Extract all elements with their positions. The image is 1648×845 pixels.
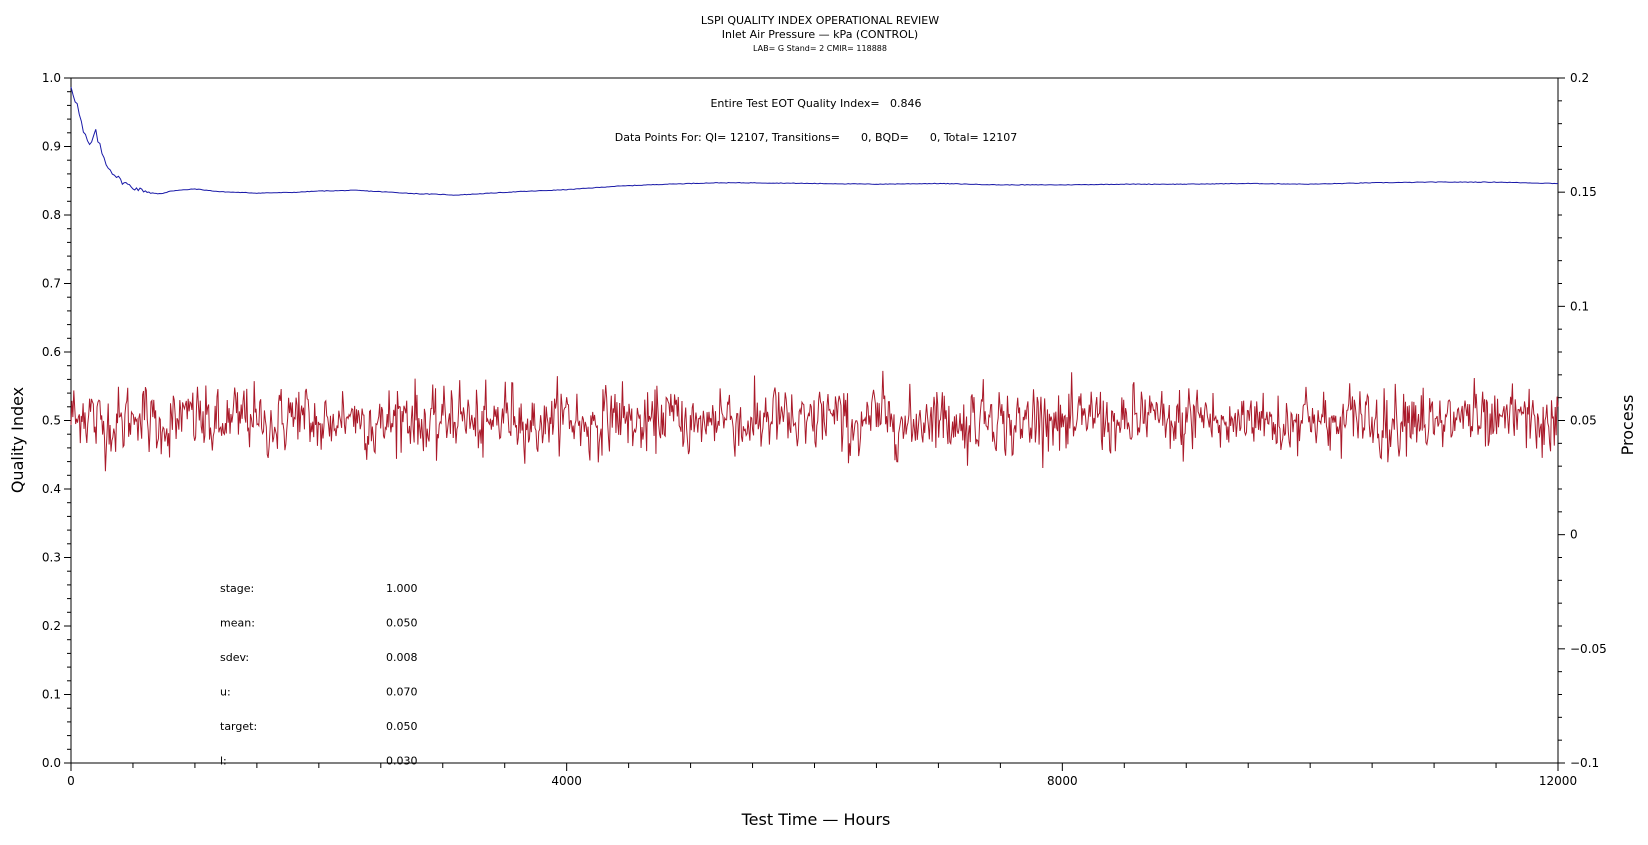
chart-title: LSPI QUALITY INDEX OPERATIONAL REVIEW <box>701 14 939 27</box>
series-layer <box>70 86 1559 472</box>
y-left-tick-label: 0.0 <box>42 756 61 770</box>
y-right-tick-label: 0.15 <box>1570 185 1597 199</box>
y-axis-label-left: Quality Index <box>8 387 27 493</box>
x-tick-label: 4000 <box>551 774 582 788</box>
stat-label: u: <box>220 686 231 699</box>
y-left-tick-label: 0.1 <box>42 688 61 702</box>
stat-value: 0.008 <box>386 651 418 664</box>
chart-subtitle-lab: LAB= G Stand= 2 CMIR= 118888 <box>753 44 887 53</box>
y-right-tick-label: 0.1 <box>1570 299 1589 313</box>
tick-labels: 0 4000 8000 12000 0.0 0.1 0.2 0.3 0.4 0.5 0.6 0.7 0.… <box>42 71 1607 788</box>
y-left-tick-label: 0.3 <box>42 551 61 565</box>
stat-value: 0.070 <box>386 686 418 699</box>
x-tick-label: 12000 <box>1539 774 1577 788</box>
y-left-tick-label: 0.2 <box>42 619 61 633</box>
process-series-line <box>70 370 1559 472</box>
stat-label: stage: <box>220 582 254 595</box>
stat-value: 1.000 <box>386 582 418 595</box>
y-left-tick-label: 1.0 <box>42 71 61 85</box>
stat-value: 0.050 <box>386 720 418 733</box>
stat-label: target: <box>220 720 257 733</box>
quality-index-series-line <box>70 86 1559 196</box>
stat-value: 0.050 <box>386 617 418 630</box>
y-right-tick-label: −0.05 <box>1570 642 1607 656</box>
stat-label: sdev: <box>220 651 249 664</box>
annotation-qi: Entire Test EOT Quality Index= 0.846 <box>710 97 921 110</box>
stats-block: stage: 1.000 mean: 0.050 sdev: 0.008 u: 0.070 ta… <box>220 582 418 768</box>
x-tick-label: 8000 <box>1047 774 1078 788</box>
x-tick-label: 0 <box>67 774 75 788</box>
y-left-tick-label: 0.9 <box>42 140 61 154</box>
y-left-tick-label: 0.6 <box>42 345 61 359</box>
y-right-tick-label: −0.1 <box>1570 756 1599 770</box>
y-left-tick-label: 0.7 <box>42 277 61 291</box>
y-left-tick-label: 0.5 <box>42 414 61 428</box>
y-right-tick-label: 0 <box>1570 528 1578 542</box>
y-right-tick-label: 0.2 <box>1570 71 1589 85</box>
stat-value: 0.030 <box>386 755 418 768</box>
annotation-data-points: Data Points For: QI= 12107, Transitions=… <box>615 131 1017 144</box>
y-axis-label-right: Process <box>1618 395 1637 456</box>
axis-ticks <box>64 77 1565 771</box>
y-left-tick-label: 0.4 <box>42 482 61 496</box>
x-axis-label: Test Time — Hours <box>741 810 891 829</box>
chart-subtitle: Inlet Air Pressure — kPa (CONTROL) <box>722 28 918 41</box>
chart-header: LSPI QUALITY INDEX OPERATIONAL REVIEW In… <box>701 14 939 53</box>
y-right-tick-label: 0.05 <box>1570 414 1597 428</box>
y-left-tick-label: 0.8 <box>42 208 61 222</box>
stat-label: mean: <box>220 617 255 630</box>
stat-label: l: <box>220 755 227 768</box>
